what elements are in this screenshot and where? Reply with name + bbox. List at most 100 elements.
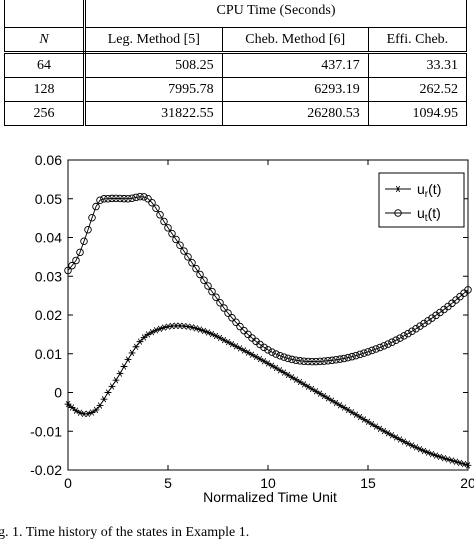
data-point-circle <box>280 353 288 361</box>
data-point-asterisk <box>428 450 436 458</box>
data-point-circle <box>140 193 148 201</box>
x-tick-label: 15 <box>360 475 376 491</box>
data-point-circle <box>292 356 300 364</box>
data-point-circle <box>272 350 280 358</box>
data-point-circle <box>324 356 332 365</box>
data-point-circle <box>276 351 284 360</box>
y-tick-label: 0.04 <box>35 230 62 246</box>
n-column-header: N <box>4 27 86 54</box>
legend-label: ut(t) <box>417 205 441 224</box>
data-point-circle <box>72 256 80 265</box>
data-point-circle <box>412 324 420 333</box>
data-point-circle <box>344 353 352 362</box>
data-point-asterisk <box>460 460 468 468</box>
x-axis-label: Normalized Time Unit <box>203 489 337 505</box>
data-point-circle <box>164 224 172 232</box>
data-point-circle <box>68 261 76 270</box>
cheb-value: 6293.19 <box>221 77 369 102</box>
data-point-asterisk <box>112 377 120 384</box>
row-n: 128 <box>4 77 86 102</box>
data-point-circle <box>212 293 220 301</box>
data-point-circle <box>316 357 324 366</box>
data-point-circle <box>420 319 428 328</box>
data-point-circle <box>92 202 100 211</box>
data-point-circle <box>104 195 112 203</box>
data-point-asterisk <box>192 325 200 332</box>
table-row: 256 31822.55 26280.53 1094.95 <box>4 101 468 126</box>
data-point-circle <box>64 266 72 275</box>
data-point-circle <box>332 356 340 364</box>
data-point-circle <box>348 352 356 361</box>
data-point-asterisk <box>432 452 440 459</box>
data-point-circle <box>464 286 472 294</box>
data-point-asterisk <box>132 343 140 350</box>
effi-value: 1094.95 <box>367 101 468 126</box>
data-point-circle <box>380 342 388 350</box>
data-point-circle <box>172 235 180 244</box>
legend-label: ur(t) <box>417 181 441 200</box>
data-point-circle <box>184 253 192 261</box>
data-point-circle <box>352 351 360 360</box>
cheb-value: 26280.53 <box>221 101 369 126</box>
state-history-figure: -0.02 -0.01 0 0.01 0.02 0.03 0.04 0.05 0.06 0 5 10 1… <box>0 145 474 537</box>
data-point-circle <box>404 329 412 338</box>
line-chart: -0.02 -0.01 0 0.01 0.02 0.03 0.04 0.05 0.06 0 5 10 1… <box>30 152 474 505</box>
data-point-circle <box>372 345 380 353</box>
data-point-circle <box>416 322 424 330</box>
data-point-asterisk <box>452 458 460 465</box>
n-header-blank <box>4 0 86 28</box>
leg-value: 508.25 <box>84 52 223 78</box>
data-point-circle <box>300 357 308 365</box>
data-point-circle <box>288 355 296 364</box>
data-point-circle <box>200 276 208 284</box>
data-point-circle <box>148 198 156 207</box>
series-u-r <box>64 322 472 469</box>
data-point-circle <box>264 346 272 354</box>
data-point-circle <box>100 195 108 203</box>
data-point-asterisk <box>136 338 144 345</box>
data-point-circle <box>176 241 184 249</box>
data-point-circle <box>428 314 436 322</box>
data-point-circle <box>168 229 176 238</box>
data-point-asterisk <box>184 323 192 330</box>
effi-value: 33.31 <box>367 52 468 78</box>
data-point-circle <box>228 314 236 322</box>
data-point-asterisk <box>394 185 402 193</box>
data-point-circle <box>220 304 228 312</box>
data-point-circle <box>312 357 320 366</box>
data-point-circle <box>188 258 196 267</box>
data-point-circle <box>368 346 376 355</box>
data-point-circle <box>196 270 204 279</box>
data-point-circle <box>80 237 88 246</box>
y-tick-label: 0.02 <box>35 307 62 323</box>
data-point-asterisk <box>100 395 108 403</box>
effi-cheb-header: Effi. Cheb. <box>367 27 468 54</box>
data-point-circle <box>132 193 140 202</box>
data-point-circle <box>394 209 402 217</box>
data-point-circle <box>204 282 212 290</box>
x-tick-label: 20 <box>460 475 474 491</box>
data-point-circle <box>192 264 200 273</box>
data-point-circle <box>112 194 120 203</box>
data-point-circle <box>360 349 368 357</box>
data-point-circle <box>88 214 96 222</box>
series-u-t <box>64 192 472 366</box>
row-n: 64 <box>4 52 86 78</box>
data-point-circle <box>308 357 316 366</box>
data-point-circle <box>124 195 132 203</box>
data-point-circle <box>96 196 104 205</box>
data-point-circle <box>84 225 92 234</box>
data-point-circle <box>108 194 116 203</box>
data-point-circle <box>304 357 312 366</box>
data-point-asterisk <box>444 456 452 463</box>
data-point-circle <box>424 317 432 325</box>
data-point-asterisk <box>104 389 112 396</box>
data-point-circle <box>400 332 408 340</box>
x-tick-label: 10 <box>260 475 276 491</box>
data-point-circle <box>240 326 248 335</box>
data-point-circle <box>232 318 240 327</box>
data-point-circle <box>160 217 168 226</box>
data-point-circle <box>336 355 344 363</box>
data-point-asterisk <box>200 327 208 335</box>
y-tick-label: 0.06 <box>35 152 62 168</box>
